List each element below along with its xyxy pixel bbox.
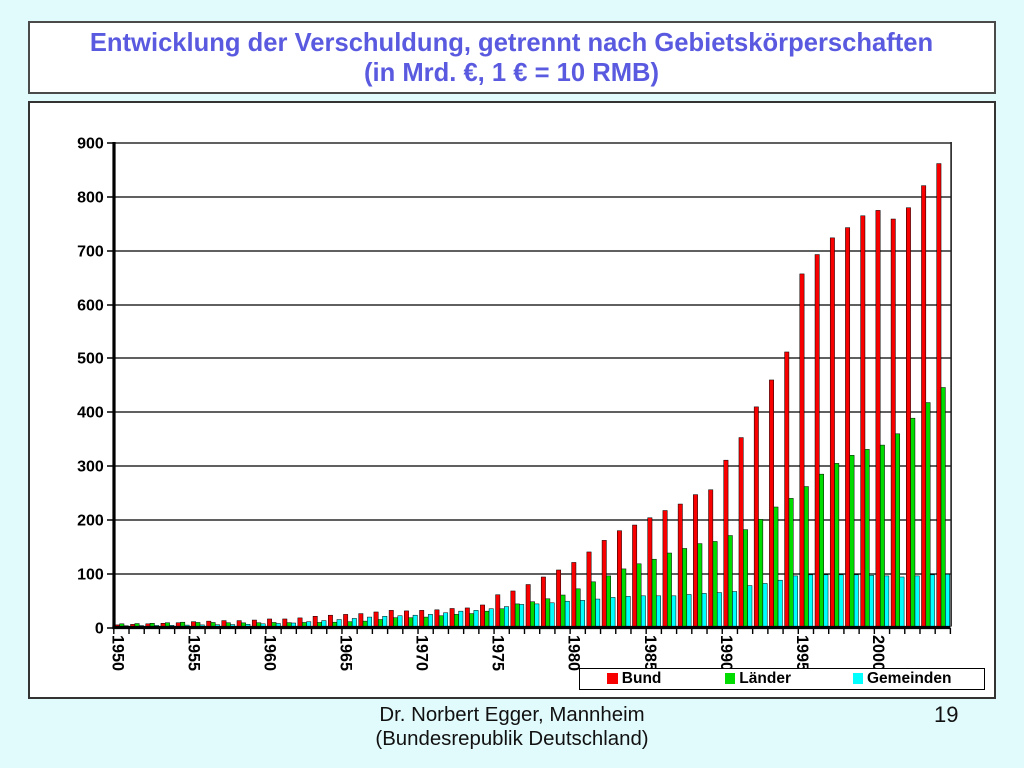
svg-text:1970: 1970 (412, 635, 430, 671)
svg-text:1960: 1960 (260, 635, 278, 671)
svg-text:300: 300 (77, 459, 104, 476)
svg-text:800: 800 (77, 190, 104, 207)
svg-text:1990: 1990 (716, 635, 734, 671)
svg-text:100: 100 (77, 567, 104, 584)
svg-text:1950: 1950 (108, 635, 126, 671)
svg-text:1980: 1980 (564, 635, 582, 671)
svg-text:1985: 1985 (640, 635, 658, 671)
svg-text:1965: 1965 (336, 635, 354, 671)
svg-text:1955: 1955 (184, 635, 202, 671)
svg-text:600: 600 (77, 298, 104, 315)
svg-text:1995: 1995 (792, 635, 810, 671)
svg-text:400: 400 (77, 405, 104, 422)
svg-text:1975: 1975 (488, 635, 506, 671)
svg-text:200: 200 (77, 513, 104, 530)
svg-text:500: 500 (77, 351, 104, 368)
svg-text:2000: 2000 (868, 635, 886, 671)
svg-text:0: 0 (94, 621, 103, 638)
svg-text:900: 900 (77, 136, 104, 153)
svg-text:700: 700 (77, 244, 104, 261)
